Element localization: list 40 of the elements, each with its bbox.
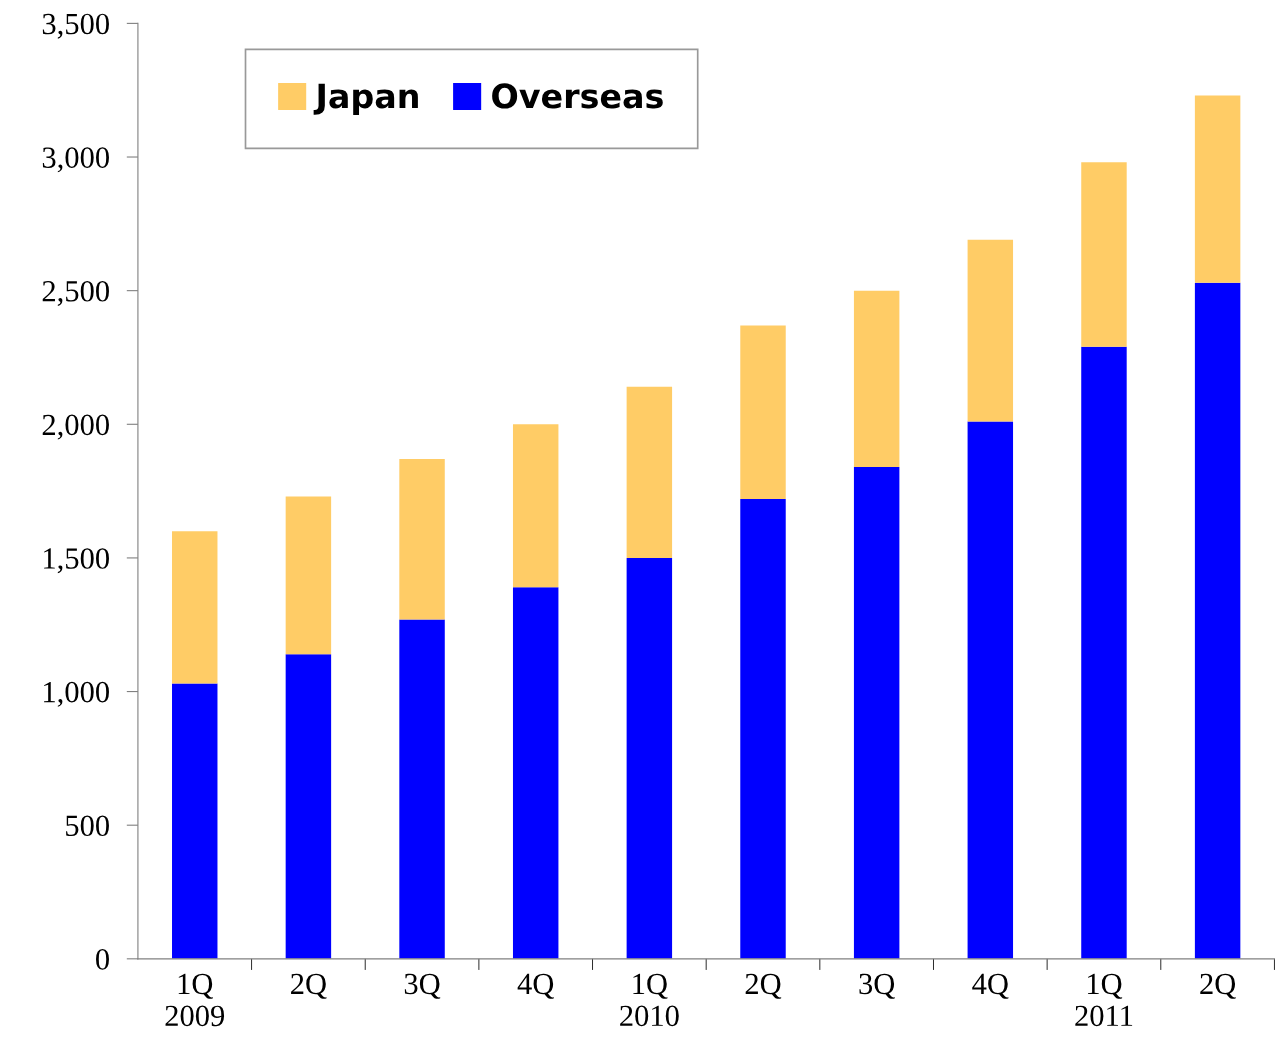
bar — [853, 290, 900, 468]
bar — [853, 467, 900, 959]
y-tick-label: 0 — [96, 949, 109, 970]
bar — [1081, 162, 1127, 347]
y-tick-label: 2,500 — [42, 280, 109, 306]
x-tick-label: 2Q — [745, 973, 782, 999]
bar — [399, 619, 445, 959]
bar — [285, 496, 332, 655]
x-tick-label: 4Q — [972, 973, 1009, 999]
bar — [512, 424, 559, 588]
x-tick-label: 1Q 2009 — [165, 973, 225, 1027]
legend-label: Overseas — [492, 83, 663, 109]
x-tick-label: 2Q — [1200, 973, 1236, 999]
x-tick-label: 1Q 2011 — [1075, 973, 1133, 1027]
bar — [1081, 346, 1127, 959]
y-tick-label: 1,000 — [44, 681, 109, 707]
bar — [626, 386, 673, 558]
x-tick-label: 3Q — [859, 973, 895, 999]
x-tick-label: 3Q — [404, 973, 441, 999]
bar — [172, 531, 218, 684]
y-tick-label: 500 — [66, 815, 109, 837]
bar — [1194, 282, 1241, 959]
x-tick-label: 2Q — [291, 973, 327, 999]
bar — [285, 654, 332, 959]
y-tick-label: 2,000 — [42, 414, 109, 440]
x-tick-label: 4Q — [517, 973, 554, 999]
bar — [740, 325, 786, 500]
bar — [967, 421, 1014, 959]
y-tick-label: 3,000 — [42, 147, 109, 173]
bar — [1194, 95, 1241, 283]
bar — [626, 557, 673, 959]
bar — [172, 683, 218, 959]
y-tick-label: 3,500 — [42, 13, 109, 39]
bar — [512, 587, 559, 959]
y-tick-label: 1,500 — [44, 548, 109, 574]
bar — [967, 239, 1014, 422]
bar — [399, 459, 445, 620]
x-tick-label: 1Q 2010 — [620, 973, 679, 1027]
bar — [740, 499, 786, 959]
legend-label: Japan — [313, 83, 418, 115]
